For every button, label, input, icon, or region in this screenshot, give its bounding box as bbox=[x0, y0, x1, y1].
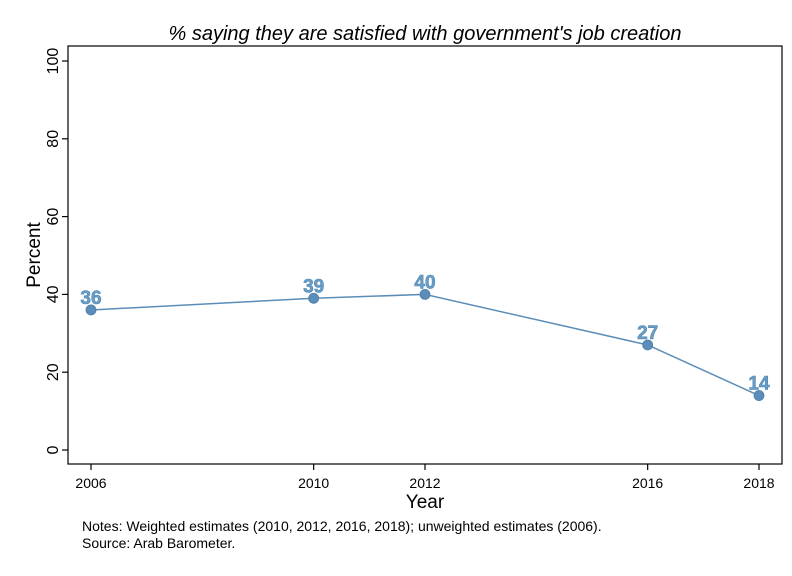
x-axis-label: Year bbox=[406, 492, 445, 513]
x-tick-label: 2010 bbox=[298, 475, 329, 491]
y-tick-label: 60 bbox=[45, 208, 62, 226]
data-point-marker bbox=[642, 339, 654, 351]
x-tick-label: 2016 bbox=[632, 475, 663, 491]
x-axis: 2006 2010 2012 2016 2018 bbox=[75, 464, 775, 491]
data-point-marker bbox=[753, 390, 765, 401]
x-tick-label: 2006 bbox=[75, 475, 106, 491]
data-label: 39 bbox=[303, 276, 324, 297]
series-line bbox=[90, 293, 760, 397]
note-line-1: Notes: Weighted estimates (2010, 2012, 2… bbox=[82, 518, 602, 534]
plot-area-frame bbox=[67, 45, 783, 465]
data-label: 36 bbox=[80, 288, 101, 309]
y-tick-label: 20 bbox=[45, 363, 62, 381]
data-point-marker bbox=[419, 288, 431, 300]
series-group: 36 39 40 27 14 bbox=[80, 272, 770, 401]
x-tick-label: 2012 bbox=[409, 475, 440, 491]
x-tick-label: 2018 bbox=[743, 475, 774, 491]
note-line-2: Source: Arab Barometer. bbox=[82, 535, 235, 551]
y-tick-label: 0 bbox=[45, 445, 62, 454]
data-point-marker bbox=[85, 304, 97, 316]
data-label: 14 bbox=[748, 374, 770, 395]
data-label: 40 bbox=[414, 272, 435, 293]
y-tick-label: 100 bbox=[45, 48, 62, 75]
data-label: 27 bbox=[637, 323, 658, 344]
y-axis: 0 20 40 60 80 100 bbox=[45, 48, 68, 454]
chart-title: % saying they are satisfied with governm… bbox=[169, 23, 682, 45]
data-point-marker bbox=[308, 292, 320, 304]
y-axis-label: Percent bbox=[24, 222, 45, 288]
y-tick-label: 80 bbox=[45, 130, 62, 148]
y-tick-label: 40 bbox=[45, 285, 62, 303]
